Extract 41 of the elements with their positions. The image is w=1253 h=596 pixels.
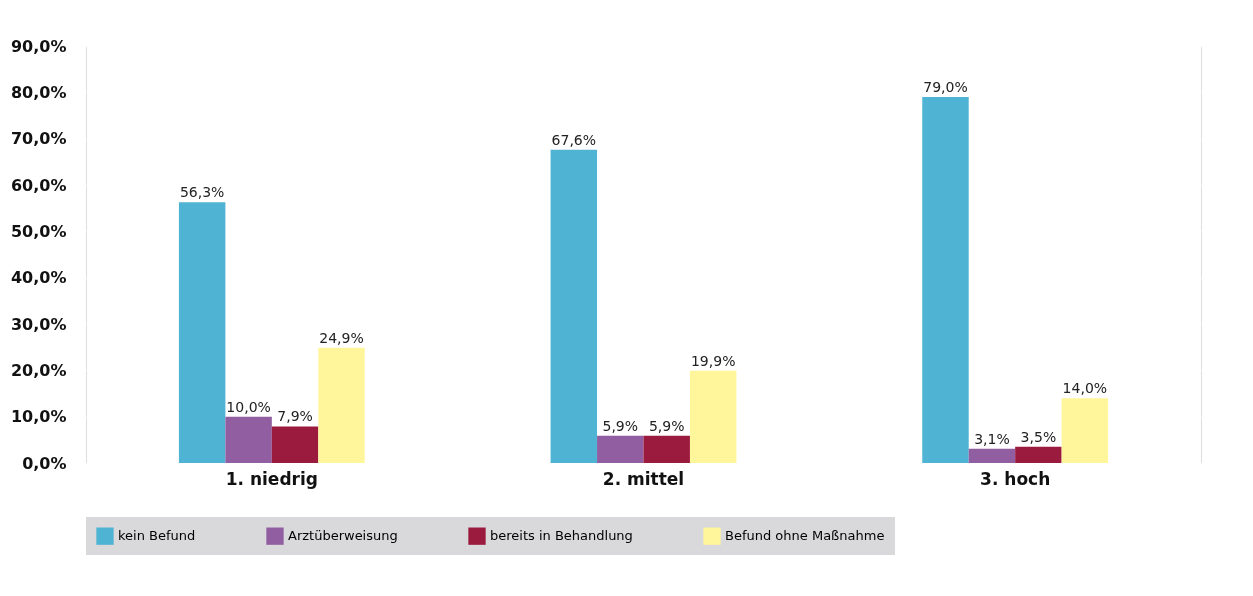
y-tick-label: 70,0% [10,129,67,149]
data-label: 3,1% [974,430,1010,447]
data-label: 19,9% [690,352,736,369]
data-label: 7,9% [277,408,313,425]
data-label: 5,9% [648,417,685,434]
bar [1015,446,1062,463]
legend-label: Arztüberweisung [288,528,398,544]
data-label: 67,6% [551,131,597,148]
bar [225,416,272,463]
bar [922,96,969,463]
bar [550,149,598,463]
data-label: 5,9% [602,417,639,434]
legend-label: kein Befund [118,528,196,544]
y-tick-label: 40,0% [10,268,67,288]
bar [1061,398,1109,463]
x-tick-label: 1. niedrig [225,468,318,489]
data-label: 3,5% [1020,428,1057,445]
bar [318,347,365,463]
data-label: 14,0% [1062,380,1108,397]
y-tick-label: 50,0% [10,221,67,241]
x-tick-label: 2. mittel [602,468,685,489]
bar [689,370,737,463]
y-tick-label: 20,0% [10,360,67,380]
data-label: 10,0% [226,398,271,415]
x-tick-label: 3. hoch [980,468,1051,489]
data-label: 24,9% [319,329,364,346]
bar [271,426,319,463]
y-tick-label: 90,0% [10,36,67,56]
y-tick-label: 30,0% [10,314,67,334]
legend-label: bereits in Behandlung [490,528,633,544]
bar [643,435,690,463]
bar [178,202,226,463]
bar [968,448,1016,463]
y-tick-label: 80,0% [10,82,67,102]
data-label: 79,0% [923,78,968,95]
y-tick-label: 10,0% [10,407,67,427]
y-tick-label: 0,0% [22,453,67,473]
data-label: 56,3% [179,184,225,201]
y-tick-label: 60,0% [10,175,67,195]
bar [597,435,644,463]
legend-label: Befund ohne Maßnahme [725,528,885,544]
